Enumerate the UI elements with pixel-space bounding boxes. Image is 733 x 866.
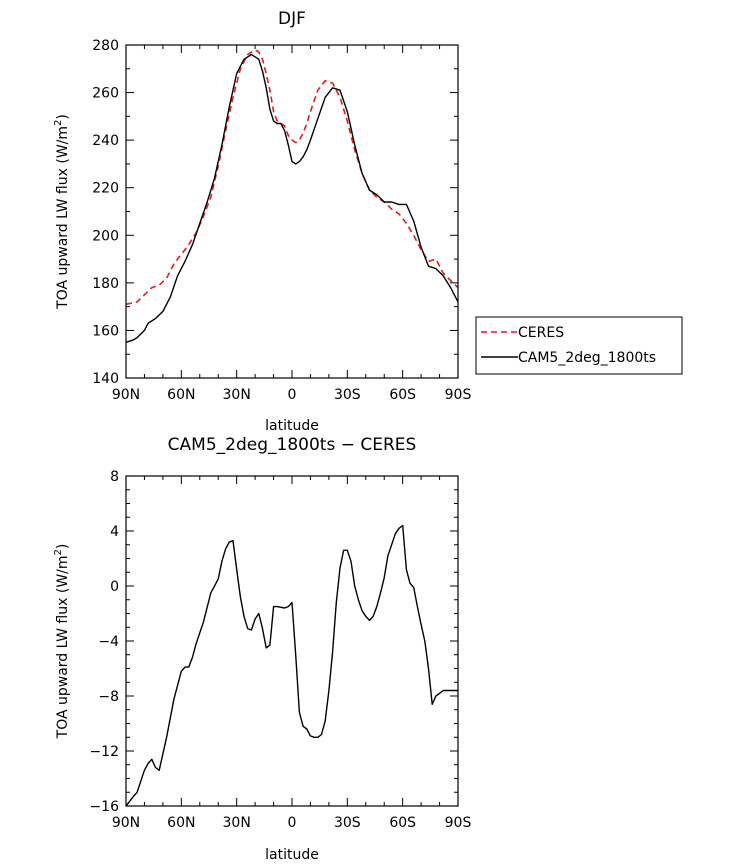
top-y-tick-label: 220 — [92, 181, 119, 197]
top-x-tick-label: 30S — [334, 387, 361, 403]
bot-x-tick-label: 60S — [389, 815, 416, 831]
bot-y-tick-label: −4 — [98, 634, 119, 650]
legend-label-ceres: CERES — [518, 325, 564, 341]
top-y-tick-labels: 140 160 180 200 220 240 260 280 — [92, 38, 119, 387]
bot-y-tick-label: 0 — [110, 579, 119, 595]
top-x-axis-label: latitude — [265, 418, 319, 434]
bot-x-tick-label: 0 — [288, 815, 297, 831]
legend: CERES CAM5_2deg_1800ts — [475, 316, 683, 375]
top-x-tick-label: 60N — [167, 387, 195, 403]
legend-box — [475, 316, 683, 375]
top-y-tick-label: 240 — [92, 133, 119, 149]
top-y-tick-label: 280 — [92, 38, 119, 54]
bottom-chart-title: CAM5_2deg_1800ts − CERES — [168, 435, 417, 455]
bot-y-tick-label: −8 — [98, 689, 119, 705]
bot-y-tick-label: −12 — [89, 744, 119, 760]
bottom-x-axis-label: latitude — [265, 847, 319, 863]
top-x-tick-label: 90N — [112, 387, 140, 403]
bot-series-line-difference — [125, 524, 458, 807]
bot-y-tick-label: −16 — [89, 799, 119, 815]
top-y-tick-label: 200 — [92, 228, 119, 244]
top-y-tick-label: 260 — [92, 86, 119, 102]
top-x-tick-label: 0 — [288, 387, 297, 403]
top-y-axis-label: TOA upward LW flux (W/m2) — [53, 114, 71, 310]
top-x-tick-label: 60S — [389, 387, 416, 403]
bot-x-tick-label: 30N — [223, 815, 251, 831]
top-x-tick-label: 30N — [223, 387, 251, 403]
legend-label-cam5: CAM5_2deg_1800ts — [518, 350, 656, 366]
top-panel: DJF 90N 60N 30N 0 30S 60S 90S 140 160 180 200 220 2… — [53, 9, 683, 434]
top-series-line-cam5-2deg-1800ts — [125, 53, 459, 343]
top-y-tick-label: 180 — [92, 276, 119, 292]
bot-x-tick-label: 90S — [445, 815, 472, 831]
bottom-x-tick-labels: 90N 60N 30N 0 30S 60S 90S — [112, 815, 472, 831]
bot-x-tick-label: 30S — [334, 815, 361, 831]
bot-x-tick-label: 90N — [112, 815, 140, 831]
top-plot-frame — [125, 44, 459, 379]
bot-y-tick-label: 8 — [110, 469, 119, 485]
top-y-tick-label: 160 — [92, 323, 119, 339]
bottom-ticks — [125, 475, 459, 807]
top-x-tick-labels: 90N 60N 30N 0 30S 60S 90S — [112, 387, 472, 403]
bottom-y-tick-labels: −16 −12 −8 −4 0 4 8 — [89, 469, 119, 815]
bottom-plot-frame — [125, 475, 459, 807]
top-ticks — [125, 44, 459, 379]
top-chart-title: DJF — [278, 9, 306, 29]
bottom-panel: CAM5_2deg_1800ts − CERES 90N 60N 30N 0 30S 60… — [53, 435, 471, 863]
top-y-tick-label: 140 — [92, 371, 119, 387]
top-series-group — [125, 48, 459, 343]
bot-x-tick-label: 60N — [167, 815, 195, 831]
bottom-y-axis-label: TOA upward LW flux (W/m2) — [53, 544, 71, 740]
top-series-line-ceres — [125, 48, 459, 306]
bot-y-tick-label: 4 — [110, 524, 119, 540]
top-x-tick-label: 90S — [445, 387, 472, 403]
bottom-series-group — [125, 524, 458, 807]
